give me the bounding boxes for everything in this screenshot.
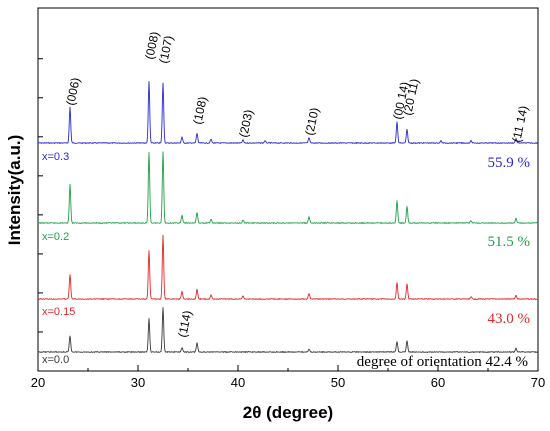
x-tick-label: 40 [231,375,245,390]
orientation-label: 55.9 % [488,155,531,171]
series-label: x=0.0 [42,354,69,366]
series-label: x=0.3 [42,151,69,163]
series-line [37,234,539,301]
y-axis [38,58,43,372]
plot-frame [37,7,539,372]
peak-label: (107) [156,34,176,64]
series-line [37,151,539,225]
orientation-note: degree of orientation [357,354,486,370]
x-tick-label: 60 [431,375,445,390]
series-label: x=0.15 [42,306,75,318]
peak-label: (114) [175,309,194,338]
x-tick-label: 20 [31,375,45,390]
series-line [37,81,539,145]
peak-label: (203) [236,108,256,138]
x-tick-label: 30 [131,375,145,390]
peak-label: (108) [190,95,210,125]
orientation-label: 51.5 % [488,234,531,250]
peak-label-layer: (006)(008)(107)(108) (203) (210)(00 14)(20… [63,30,530,338]
peak-label: (210) [302,106,322,136]
orientation-label: 43.0 % [488,311,531,327]
orientation-value: 42.4 % [486,354,529,370]
orientation-label: degree of orientation 42.4 % [357,354,528,370]
peak-label: (006) [63,76,83,106]
x-axis: 20 30 40 50 60 70 [31,365,545,390]
series-line [37,307,539,354]
peak-label: (008) [142,30,162,60]
x-axis-title: 2θ (degree) [243,403,333,422]
peak-label: (11 14) [509,104,530,143]
x-tick-label: 70 [531,375,545,390]
x-tick-label: 50 [331,375,345,390]
series-layer: x=0.3 55.9 % x=0.2 51.5 % x=0.15 43.0 % x=0.0 d… [37,81,539,370]
y-axis-title: Intensity(a.u.) [5,135,24,246]
series-label: x=0.2 [42,231,69,243]
